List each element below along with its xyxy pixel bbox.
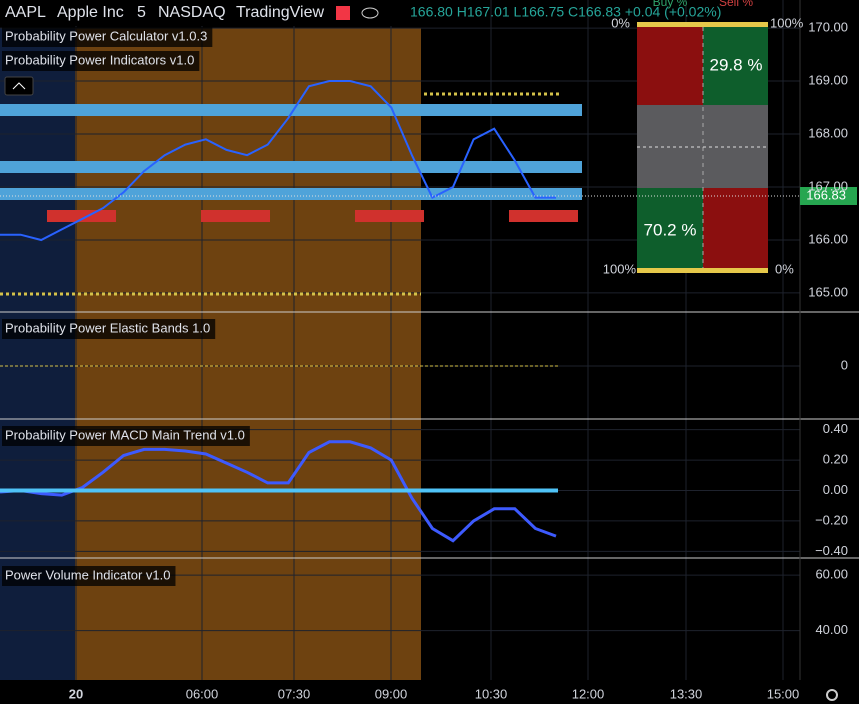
exchange: NASDAQ [158,4,226,21]
corner-label: 100% [603,261,637,276]
time-label: 12:00 [572,686,605,701]
y-tick-label: 40.00 [815,622,848,637]
y-tick-label: 168.00 [808,125,848,140]
sell-pct: 29.8 % [710,55,763,74]
level-band [0,104,582,116]
label-bg [2,566,176,586]
bar [637,22,768,27]
arrow-icon [12,82,26,90]
buy-pct: 70.2 % [644,220,697,239]
time-label: 10:30 [475,686,508,701]
buy-zone [703,188,768,268]
label-bg [2,426,250,446]
y-tick-label: 169.00 [808,72,848,87]
y-tick-label: 0.00 [823,482,848,497]
label-bg [2,319,216,339]
pane-label: Probability Power Indicators v1.0 [5,52,194,67]
y-tick-label: 0.40 [823,421,848,436]
price-tag-text: 166.83 [806,187,846,202]
y-tick-label: 165.00 [808,284,848,299]
flag-icon[interactable] [336,6,350,20]
label-bg [2,51,200,71]
pane-label: Probability Power Elastic Bands 1.0 [5,320,210,335]
y-tick-label: 60.00 [815,567,848,582]
zone [509,210,578,222]
ohlc: 166.80 H167.01 L166.75 C166.83 +0.04 (+0… [410,4,721,20]
plots: 166.83 [0,80,857,543]
y-tick-label: 0 [841,357,848,372]
corner-label: 0% [611,15,630,30]
settings-icon[interactable] [826,689,838,701]
interval: 5 [137,4,146,21]
corner-label: 100% [770,15,804,30]
label-bg [2,27,213,47]
pane-label: Probability Power MACD Main Trend v1.0 [5,427,245,442]
price-tag [800,186,857,205]
y-tick-label: 167.00 [808,178,848,193]
source: TradingView [236,4,324,21]
corner-label: 0% [775,261,794,276]
zone [355,210,424,222]
time-label: 07:30 [278,686,311,701]
buy-zone [637,188,703,268]
y-tick-label: 170.00 [808,20,848,35]
company: Apple Inc [57,4,124,21]
time-label: 13:30 [670,686,703,701]
probability-box: 29.8 % 70.2 % 0% 100% 100% 0% Buy % Sell… [603,0,804,276]
level-band [0,188,582,200]
buy-label: Buy % [653,0,688,9]
time-label: 15:00 [767,686,800,701]
y-tick-label: −0.20 [815,512,848,527]
time-label: 20 [69,686,83,701]
sell-zone [637,27,703,105]
y-tick-label: 0.20 [823,452,848,467]
eye-icon[interactable] [361,7,379,19]
series-line [0,80,556,242]
collapse-button[interactable] [4,76,34,96]
y-tick-label: 166.00 [808,231,848,246]
symbol: AAPL [5,4,46,21]
y-tick-label: −0.40 [815,543,848,558]
zone [47,210,116,222]
pane-label: Power Volume Indicator v1.0 [5,567,170,582]
sell-zone [703,27,768,105]
time-label: 09:00 [375,686,408,701]
series-line [0,440,557,543]
level-band [0,161,582,173]
pane-label: Probability Power Calculator v1.0.3 [5,28,207,43]
zone [201,210,270,222]
time-label: 06:00 [186,686,219,701]
bar [637,268,768,273]
sell-label: Sell % [719,0,753,9]
